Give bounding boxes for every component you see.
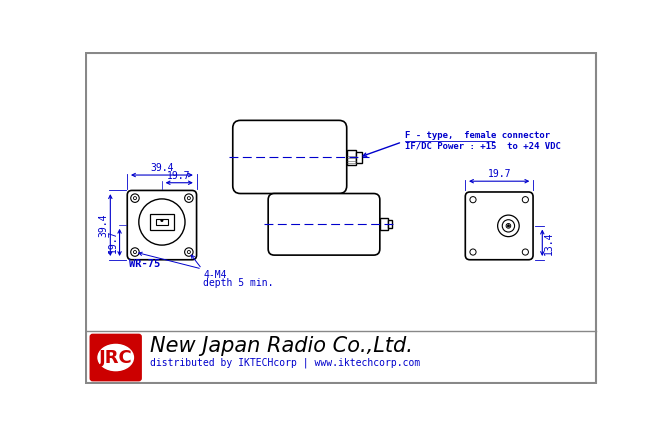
Circle shape: [184, 194, 193, 202]
Text: IF/DC Power : +15  to +24 VDC: IF/DC Power : +15 to +24 VDC: [405, 142, 561, 151]
Circle shape: [133, 197, 137, 200]
Text: depth 5 min.: depth 5 min.: [204, 278, 274, 288]
FancyBboxPatch shape: [127, 191, 196, 260]
FancyBboxPatch shape: [232, 121, 347, 194]
FancyBboxPatch shape: [466, 192, 533, 260]
Text: 19.7: 19.7: [488, 169, 511, 179]
Text: F - type,  female connector: F - type, female connector: [405, 131, 550, 140]
Circle shape: [506, 223, 511, 228]
Bar: [156, 219, 168, 225]
Circle shape: [187, 197, 190, 200]
Circle shape: [131, 248, 139, 256]
Text: 4-M4: 4-M4: [204, 270, 227, 280]
Circle shape: [507, 225, 509, 227]
FancyBboxPatch shape: [268, 194, 380, 255]
FancyBboxPatch shape: [89, 334, 142, 381]
Text: 19.7: 19.7: [108, 229, 118, 253]
Circle shape: [470, 249, 476, 255]
Circle shape: [522, 249, 528, 255]
Bar: [380, 218, 388, 231]
Bar: [356, 152, 362, 163]
Circle shape: [522, 197, 528, 203]
Bar: [347, 149, 356, 165]
Circle shape: [161, 219, 163, 222]
Circle shape: [470, 197, 476, 203]
Circle shape: [184, 248, 193, 256]
Text: New Japan Radio Co.,Ltd.: New Japan Radio Co.,Ltd.: [150, 336, 412, 356]
Text: 13.4: 13.4: [544, 231, 554, 254]
Bar: [150, 214, 174, 230]
Text: distributed by IKTECHcorp | www.iktechcorp.com: distributed by IKTECHcorp | www.iktechco…: [150, 358, 420, 368]
Ellipse shape: [98, 344, 133, 371]
Text: 19.7: 19.7: [167, 171, 190, 181]
Text: WR-75: WR-75: [129, 260, 160, 270]
Circle shape: [139, 199, 185, 245]
Circle shape: [498, 215, 519, 237]
Text: 39.4: 39.4: [150, 163, 174, 173]
Circle shape: [187, 251, 190, 254]
Circle shape: [131, 194, 139, 202]
Bar: [388, 220, 392, 228]
Text: 39.4: 39.4: [98, 213, 108, 237]
Circle shape: [502, 220, 515, 232]
Text: JRC: JRC: [99, 349, 133, 366]
Circle shape: [133, 251, 137, 254]
